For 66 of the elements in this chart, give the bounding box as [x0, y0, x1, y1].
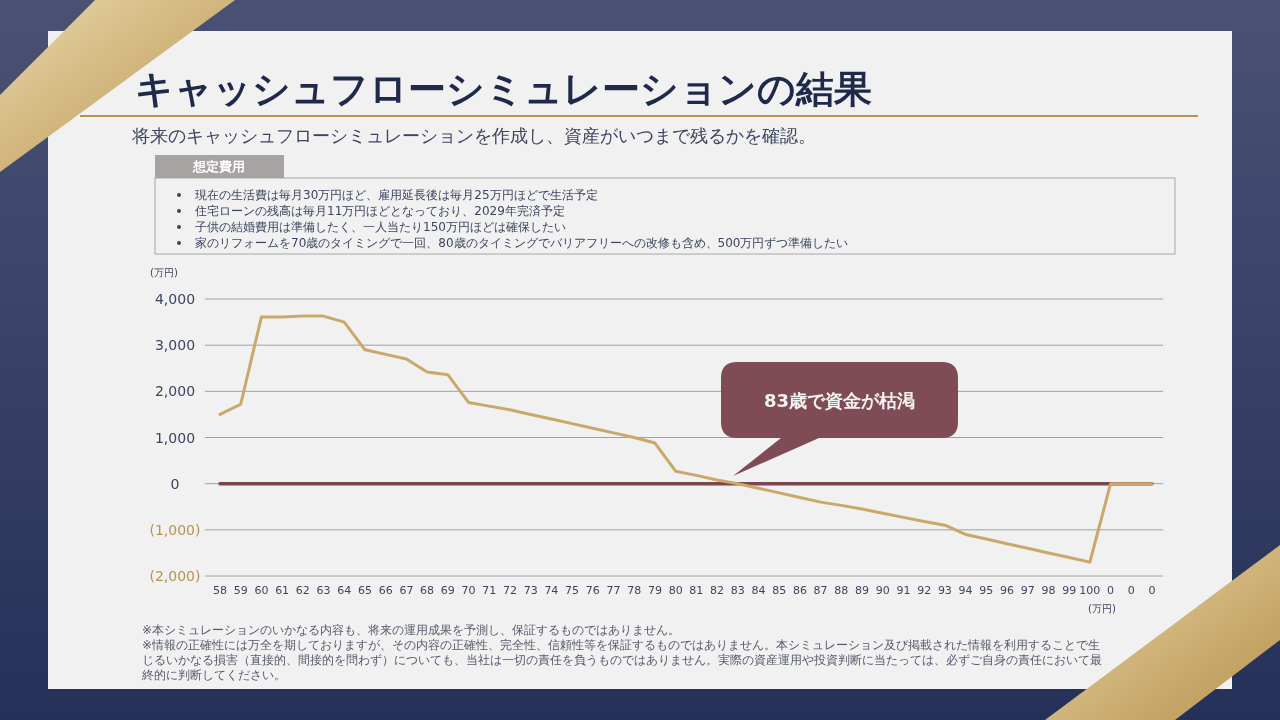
- x-tick-label: 65: [357, 584, 372, 597]
- x-tick-label: 67: [399, 584, 414, 597]
- x-tick-label: 0: [1107, 584, 1115, 597]
- x-tick-label: 76: [585, 584, 600, 597]
- y-axis-title: (万円): [150, 267, 178, 278]
- x-tick-label: 63: [316, 584, 331, 597]
- x-tick-label: 79: [647, 584, 662, 597]
- x-axis-title: (万円): [1088, 603, 1116, 614]
- x-tick-label: 82: [710, 584, 725, 597]
- x-tick-label: 61: [275, 584, 290, 597]
- text: 家のリフォームを70歳のタイミングで一回、80歳のタイミングでバリアフリーへの改修も含め、500万円ずつ準備したい: [195, 236, 849, 250]
- x-tick-label: 80: [668, 584, 683, 597]
- x-tick-label: 90: [875, 584, 890, 597]
- x-tick-label: 58: [213, 584, 227, 597]
- x-tick-label: 86: [792, 584, 807, 597]
- x-tick-label: 87: [813, 584, 828, 597]
- x-tick-label: 85: [772, 584, 787, 597]
- x-tick-label: 59: [233, 584, 248, 597]
- x-tick-label: 84: [751, 584, 766, 597]
- x-tick-label: 91: [896, 584, 911, 597]
- line-series: [218, 314, 1154, 564]
- x-tick-label: 0: [1148, 584, 1156, 597]
- x-tick-label: 0: [1127, 584, 1135, 597]
- x-tick-label: 69: [440, 584, 455, 597]
- y-tick-label: 1,000: [154, 429, 196, 446]
- y-tick-label: (1,000): [149, 521, 201, 538]
- x-tick-label: 68: [420, 584, 435, 597]
- chart-title: キャッシュフローシミュレーションの結果: [135, 66, 872, 111]
- text: 現在の生活費は毎月30万円ほど、雇用延長後は毎月25万円ほどで生活予定: [195, 188, 598, 202]
- y-tick-label: 0: [170, 475, 180, 492]
- x-tick-label: 100: [1079, 584, 1101, 597]
- x-tick-label: 74: [544, 584, 559, 597]
- x-tick-label: 99: [1062, 584, 1077, 597]
- x-tick-label: 88: [834, 584, 849, 597]
- x-tick-label: 64: [337, 584, 352, 597]
- x-tick-label: 66: [378, 584, 393, 597]
- x-tick-label: 78: [627, 584, 642, 597]
- y-tick-label: 4,000: [154, 291, 196, 307]
- text: ※本シミュレーションのいかなる内容も、将来の運用成果を予測し、保証するものではありません。: [142, 623, 681, 637]
- x-tick-label: 73: [523, 584, 538, 597]
- x-tick-label: 71: [482, 584, 497, 597]
- x-tick-label: 83: [730, 584, 745, 597]
- x-tick-label: 77: [606, 584, 621, 597]
- x-tick-label: 75: [565, 584, 580, 597]
- x-tick-label: 94: [958, 584, 973, 597]
- text: 子供の結婚費用は準備したく、一人当たり150万円ほどは確保したい: [195, 220, 566, 234]
- y-tick-label: 2,000: [154, 383, 196, 400]
- x-tick-label: 81: [689, 584, 704, 597]
- x-tick-label: 92: [917, 584, 932, 597]
- x-tick-label: 60: [254, 584, 269, 597]
- text: 想定費用: [192, 159, 245, 174]
- chart-subtitle: 将来のキャッシュフローシミュレーションを作成し、資産がいつまで残るかを確認。: [131, 125, 816, 146]
- x-tick-label: 72: [502, 584, 517, 597]
- x-tick-label: 70: [461, 584, 476, 597]
- x-tick-label: 89: [855, 584, 870, 597]
- y-tick-label: (2,000): [149, 568, 201, 584]
- x-tick-label: 95: [979, 584, 994, 597]
- x-tick-label: 93: [937, 584, 952, 597]
- text: 住宅ローンの残高は毎月11万円ほどとなっており、2029年完済予定: [194, 204, 565, 218]
- text: ※情報の正確性には万全を期しておりますが、その内容の正確性、完全性、信頼性等を保証するものではありません。本シミュレーション及び掲載された情報を利用することで生じるいかなる損害（直接的、間接的を問わず）についても、当社は一切の責任を負うものではありません。実際の資産運用や投資判断に当たっては、必ずご自身の責任において最終的に判断してください。: [141, 638, 1102, 682]
- x-tick-label: 62: [295, 584, 310, 597]
- x-tick-label: 98: [1041, 584, 1056, 597]
- y-tick-label: 3,000: [154, 337, 196, 354]
- annotation: 83歳で資金が枯渇: [763, 390, 916, 411]
- x-tick-label: 97: [1020, 584, 1035, 597]
- x-tick-label: 96: [1000, 584, 1015, 597]
